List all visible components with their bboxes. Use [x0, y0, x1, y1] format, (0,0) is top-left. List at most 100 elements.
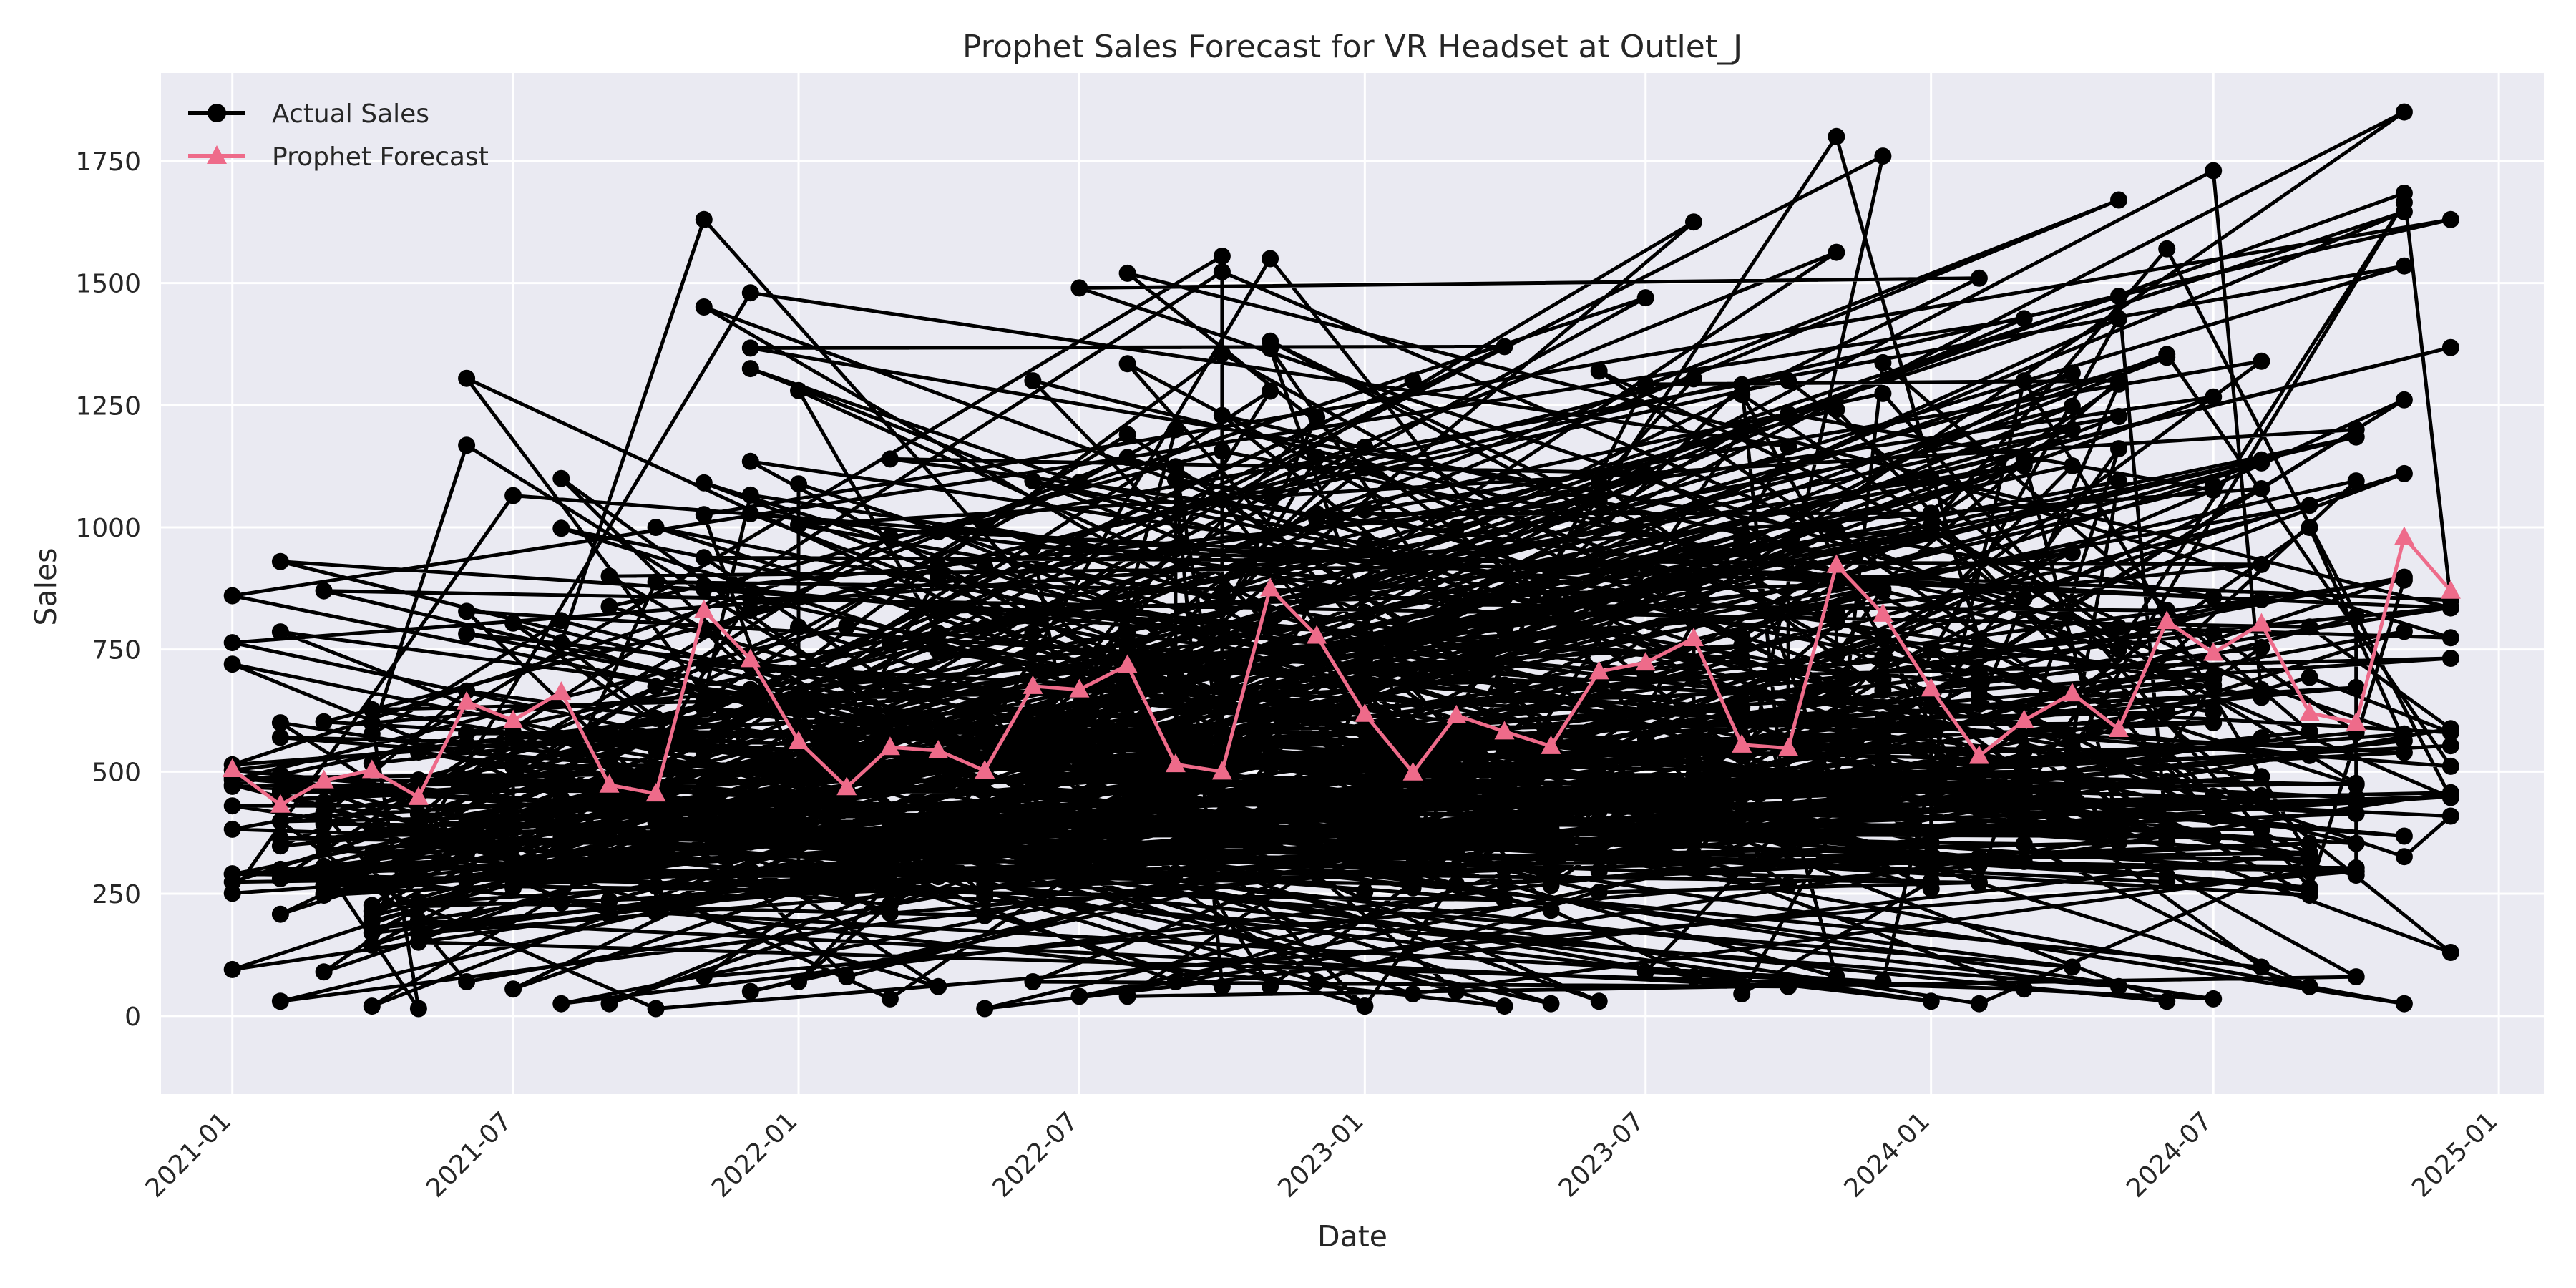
actual-sales-point [695, 689, 713, 707]
actual-sales-point [838, 673, 856, 691]
actual-sales-point [1166, 973, 1184, 990]
actual-sales-point [1636, 796, 1654, 814]
actual-sales-point [2395, 103, 2413, 121]
prophet-forecast-point [1260, 577, 1281, 597]
actual-sales-point [2205, 795, 2223, 813]
actual-sales-point [1780, 771, 1797, 789]
actual-sales-point [1262, 678, 1279, 696]
actual-sales-point [552, 995, 570, 1013]
actual-sales-point [409, 893, 427, 910]
actual-sales-point [2063, 457, 2081, 474]
actual-sales-point [2301, 848, 2318, 866]
actual-sales-point [458, 369, 476, 387]
actual-sales-point [1922, 469, 1940, 487]
prophet-forecast-point [1541, 735, 1561, 754]
actual-sales-point [2253, 591, 2270, 608]
actual-sales-point [1262, 794, 1279, 812]
prophet-forecast-point [2062, 683, 2082, 702]
actual-sales-point [1356, 723, 1374, 741]
actual-sales-point [552, 612, 570, 630]
actual-sales-point [2110, 408, 2127, 425]
actual-sales-point [1685, 766, 1702, 784]
actual-sales-point [2063, 958, 2081, 976]
actual-sales-point [2253, 729, 2270, 747]
actual-sales-point [1118, 449, 1136, 467]
actual-sales-point [1970, 696, 1988, 713]
actual-sales-point [458, 814, 476, 832]
actual-sales-point [2015, 590, 2033, 607]
actual-sales-point [2301, 977, 2318, 995]
prophet-forecast-point [740, 648, 761, 668]
actual-sales-point [1308, 973, 1326, 990]
actual-sales-point [2395, 185, 2413, 202]
actual-sales-point [2158, 992, 2176, 1010]
actual-sales-point [1356, 439, 1374, 456]
actual-sales-point [363, 725, 381, 743]
actual-sales-point [2441, 338, 2459, 356]
actual-sales-point [2441, 784, 2459, 801]
actual-sales-point [1070, 715, 1088, 733]
actual-sales-point [223, 865, 241, 883]
actual-sales-point [1356, 663, 1374, 681]
actual-sales-point [1166, 734, 1184, 752]
actual-sales-point [2253, 454, 2270, 472]
actual-sales-point [790, 516, 807, 534]
actual-sales-point [1874, 353, 1892, 371]
actual-sales-point [1733, 650, 1751, 667]
actual-sales-point [1780, 702, 1797, 719]
actual-sales-point [1070, 474, 1088, 492]
actual-sales-point [223, 820, 241, 838]
actual-sales-point [1496, 741, 1513, 758]
actual-sales-point [1780, 830, 1797, 848]
actual-sales-point [2063, 544, 2081, 562]
actual-sales-point [2301, 862, 2318, 880]
actual-sales-point [1970, 856, 1988, 874]
actual-sales-point [2253, 480, 2270, 497]
actual-sales-point [223, 655, 241, 673]
legend-actual-label: Actual Sales [272, 99, 429, 129]
actual-sales-point [2441, 807, 2459, 825]
actual-sales-point [1828, 522, 1845, 540]
actual-sales-point [790, 381, 807, 399]
actual-sales-point [2301, 834, 2318, 852]
actual-sales-point [2441, 737, 2459, 755]
actual-sales-point [1356, 502, 1374, 519]
actual-sales-point [1590, 862, 1608, 880]
actual-sales-point [1356, 997, 1374, 1015]
actual-sales-point [790, 773, 807, 790]
actual-sales-point [1166, 841, 1184, 859]
actual-sales-point [1685, 655, 1702, 673]
actual-sales-point [695, 210, 713, 228]
actual-sales-point [1636, 698, 1654, 716]
prophet-forecast-point [2394, 526, 2414, 545]
actual-sales-point [838, 888, 856, 906]
actual-sales-point [600, 866, 618, 884]
actual-sales-point [1636, 836, 1654, 854]
actual-sales-point [1404, 879, 1422, 897]
y-tick-label: 750 [92, 636, 141, 665]
actual-sales-point [2253, 688, 2270, 706]
actual-sales-point [2301, 723, 2318, 741]
actual-sales-point [2110, 288, 2127, 305]
prophet-forecast-point [551, 681, 572, 701]
actual-sales-point [1780, 438, 1797, 456]
prophet-forecast-point [1307, 625, 1327, 644]
actual-sales-point [1874, 147, 1892, 165]
actual-sales-point [976, 618, 994, 636]
actual-sales-point [1874, 753, 1892, 770]
prophet-forecast-point [1494, 721, 1515, 740]
prophet-forecast-point [361, 759, 382, 779]
actual-sales-point [1356, 535, 1374, 553]
actual-sales-point [741, 504, 759, 522]
actual-sales-point [1636, 289, 1654, 307]
actual-sales-point [1970, 800, 1988, 818]
actual-sales-point [930, 683, 947, 701]
actual-sales-point [741, 982, 759, 1000]
actual-sales-point [1780, 876, 1797, 894]
actual-sales-point [1448, 761, 1465, 778]
actual-sales-point [1448, 842, 1465, 859]
actual-sales-point [647, 573, 665, 591]
actual-sales-point [315, 857, 333, 875]
actual-sales-point [741, 339, 759, 357]
actual-sales-point [271, 728, 289, 746]
